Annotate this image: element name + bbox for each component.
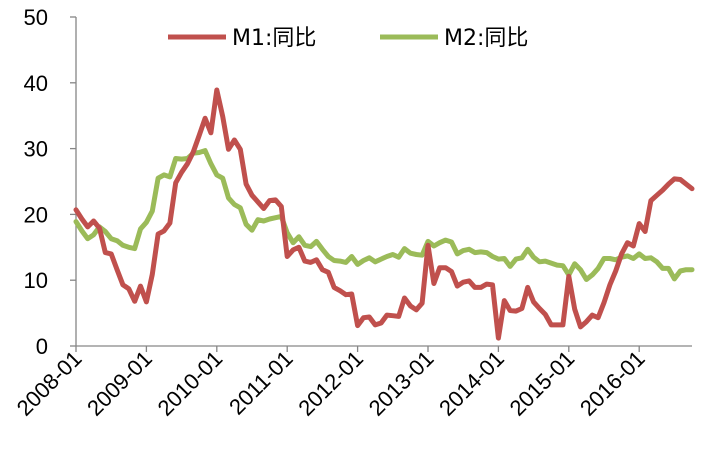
y-tick-label: 20 — [24, 202, 48, 227]
x-tick-label: 2009-01 — [82, 346, 157, 421]
y-tick-label: 50 — [24, 5, 48, 30]
x-tick-label: 2015-01 — [505, 346, 580, 421]
x-tick-label: 2012-01 — [293, 346, 368, 421]
series-line-m1 — [73, 87, 695, 341]
legend-label: M2:同比 — [444, 26, 528, 51]
y-tick-label: 40 — [24, 71, 48, 96]
y-tick-label: 0 — [36, 334, 48, 359]
x-tick-label: 2010-01 — [153, 346, 228, 421]
axes: 010203040502008-012009-012010-012011-012… — [12, 5, 692, 421]
y-tick-label: 30 — [24, 137, 48, 162]
x-tick-label: 2016-01 — [575, 346, 650, 421]
x-tick-label: 2011-01 — [224, 346, 298, 420]
x-tick-label: 2008-01 — [12, 346, 87, 421]
y-tick-label: 10 — [24, 268, 48, 293]
legend: M1:同比 M2:同比 — [168, 26, 528, 51]
legend-item-m1: M1:同比 — [168, 26, 316, 51]
x-tick-label: 2013-01 — [364, 346, 439, 421]
legend-label: M1:同比 — [232, 26, 316, 51]
series-line-m2 — [73, 148, 695, 282]
x-tick-label: 2014-01 — [434, 346, 509, 421]
series-lines — [73, 87, 695, 341]
legend-item-m2: M2:同比 — [380, 26, 528, 51]
